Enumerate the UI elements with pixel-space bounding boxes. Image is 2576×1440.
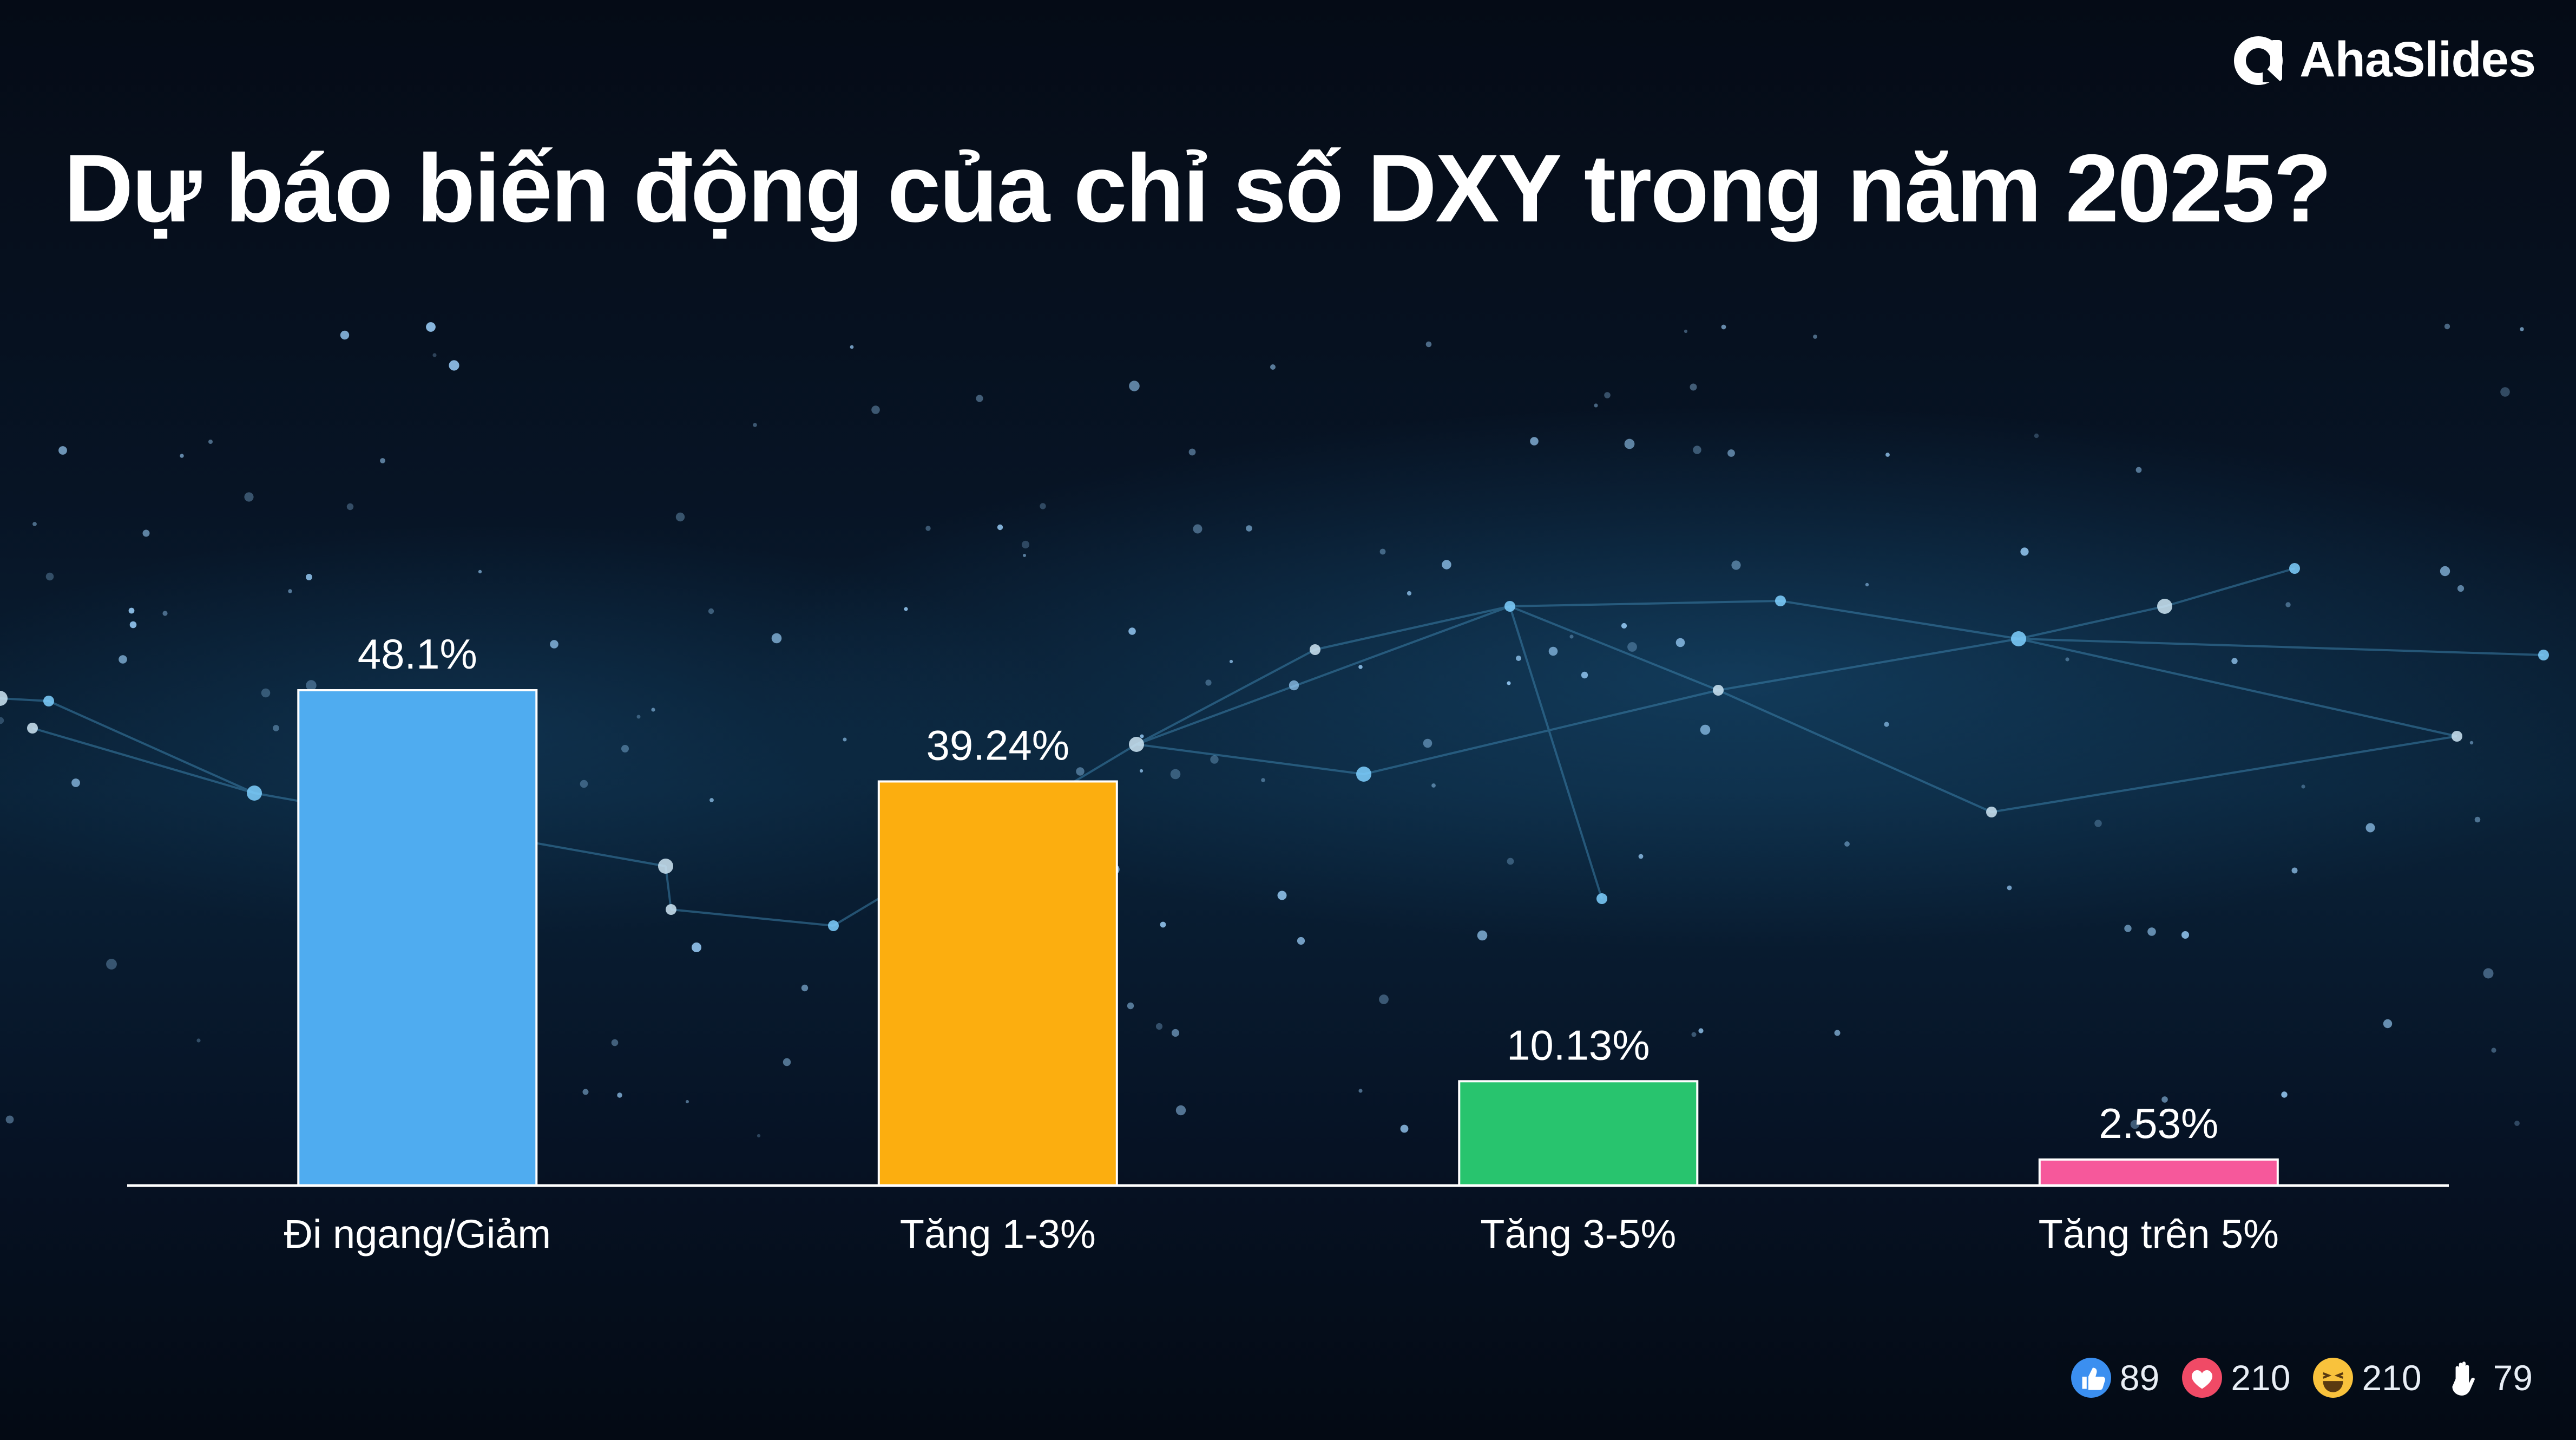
heart-icon	[2181, 1357, 2223, 1399]
brand-name: AhaSlides	[2299, 31, 2536, 87]
bar-value-label: 2.53%	[2099, 1099, 2218, 1147]
category-label: Tăng 3-5%	[1480, 1212, 1676, 1256]
ahaslides-logo-icon	[2234, 36, 2283, 85]
bar-value-label: 48.1%	[358, 630, 477, 678]
bar	[297, 689, 538, 1187]
bar	[1458, 1080, 1699, 1187]
category-label: Đi ngang/Giảm	[284, 1212, 551, 1256]
reactions-bar: 89 210 210 79	[2056, 1345, 2546, 1410]
reaction-count: 79	[2493, 1358, 2533, 1398]
reaction-laughing-face[interactable]: 210	[2312, 1357, 2422, 1399]
bar-value-label: 39.24%	[926, 722, 1070, 769]
reaction-count: 210	[2231, 1358, 2291, 1398]
bar-value-label: 10.13%	[1507, 1021, 1650, 1069]
reaction-heart[interactable]: 210	[2181, 1357, 2290, 1399]
category-label: Tăng trên 5%	[2039, 1212, 2279, 1256]
bar	[2038, 1158, 2279, 1187]
reaction-raised-hand[interactable]: 79	[2443, 1357, 2533, 1399]
laughing-face-icon	[2312, 1357, 2354, 1399]
category-label: Tăng 1-3%	[900, 1212, 1096, 1256]
bar	[877, 780, 1118, 1187]
reaction-count: 89	[2119, 1358, 2160, 1398]
reaction-thumbs-up[interactable]: 89	[2070, 1357, 2159, 1399]
raised-hand-icon	[2443, 1357, 2486, 1399]
thumbs-up-icon	[2070, 1357, 2112, 1399]
slide-title: Dự báo biến động của chỉ số DXY trong nă…	[64, 134, 2332, 242]
brand-logo: AhaSlides	[2233, 30, 2536, 89]
reaction-count: 210	[2362, 1358, 2422, 1398]
